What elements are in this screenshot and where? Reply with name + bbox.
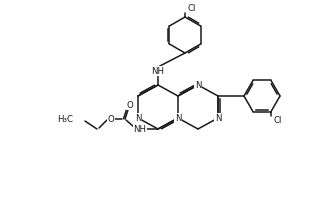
Text: Cl: Cl	[187, 4, 195, 12]
Text: N: N	[175, 113, 181, 123]
Text: N: N	[135, 113, 141, 123]
Text: O: O	[126, 100, 133, 110]
Text: NH: NH	[134, 125, 147, 134]
Text: H₃C: H₃C	[57, 114, 73, 124]
Text: NH: NH	[152, 67, 165, 75]
Text: N: N	[195, 81, 201, 89]
Text: O: O	[108, 114, 114, 124]
Text: Cl: Cl	[273, 116, 281, 125]
Text: N: N	[215, 113, 221, 123]
